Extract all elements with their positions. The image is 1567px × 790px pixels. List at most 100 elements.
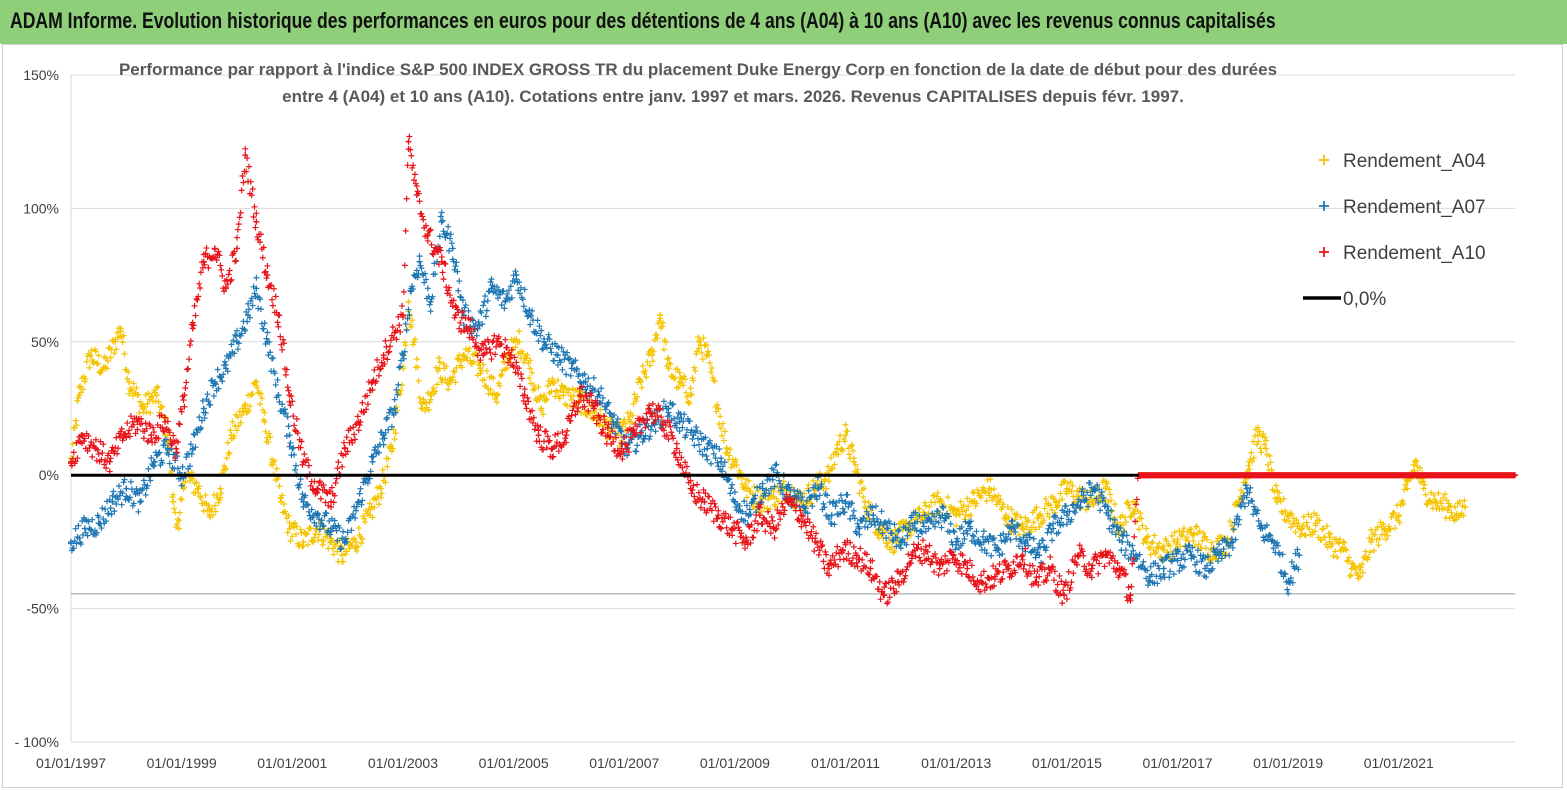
data-point [997, 496, 1004, 503]
data-point [115, 325, 122, 332]
data-point [835, 451, 842, 458]
data-point [1308, 513, 1315, 520]
data-point [534, 317, 541, 324]
scatter-chart: 150%100%50%0%-50%- 100% 01/01/1997 01/01/… [15, 60, 1518, 771]
data-point [285, 423, 292, 430]
data-point [741, 486, 748, 493]
data-point [535, 384, 542, 391]
data-point [1370, 547, 1377, 554]
data-point [1059, 496, 1066, 503]
data-point [376, 483, 383, 490]
data-point [191, 302, 198, 309]
data-point [114, 329, 121, 336]
data-point [265, 439, 272, 446]
data-point [384, 414, 391, 421]
data-point [123, 485, 130, 492]
data-point [76, 535, 83, 542]
data-point [516, 328, 523, 335]
data-point [447, 231, 454, 238]
data-point [478, 367, 485, 374]
data-point [1327, 530, 1334, 537]
data-point [385, 426, 392, 433]
data-point [359, 497, 366, 504]
data-point [829, 465, 836, 472]
data-point [867, 565, 874, 572]
data-point [602, 406, 609, 413]
data-point [266, 430, 273, 437]
data-point [235, 422, 242, 429]
data-point [681, 373, 688, 380]
data-point [825, 478, 832, 485]
data-point [487, 349, 494, 356]
data-point [97, 370, 104, 377]
x-tick-label: 01/01/2001 [257, 755, 327, 771]
data-point [519, 350, 526, 357]
data-point [290, 444, 297, 451]
data-point [281, 500, 288, 507]
data-point [155, 399, 162, 406]
data-point [659, 319, 666, 326]
data-point [1462, 504, 1469, 511]
data-point [1332, 548, 1339, 555]
data-point [1375, 542, 1382, 549]
data-point [285, 387, 292, 394]
data-point [192, 444, 199, 451]
data-point [1388, 514, 1395, 521]
data-point [186, 463, 193, 470]
data-point [1202, 565, 1209, 572]
data-point [70, 449, 77, 456]
data-point [745, 522, 752, 529]
data-point [286, 519, 293, 526]
data-point [304, 501, 311, 508]
data-point [501, 305, 508, 312]
data-point [833, 549, 840, 556]
data-point [322, 499, 329, 506]
data-point [421, 279, 428, 286]
data-point [496, 382, 503, 389]
data-point [987, 476, 994, 483]
data-point [401, 339, 408, 346]
data-point [423, 400, 430, 407]
data-point [1000, 501, 1007, 508]
data-point [844, 491, 851, 498]
data-point [633, 448, 640, 455]
data-point [205, 264, 212, 271]
data-point [825, 463, 832, 470]
data-point [338, 545, 345, 552]
data-point [527, 357, 534, 364]
data-point [555, 448, 562, 455]
data-point [175, 517, 182, 524]
data-point [426, 301, 433, 308]
data-point [409, 317, 416, 324]
data-point [1028, 524, 1035, 531]
data-point [957, 498, 964, 505]
data-point [1320, 525, 1327, 532]
data-point [1070, 570, 1077, 577]
data-point [355, 525, 362, 532]
data-point [828, 512, 835, 519]
data-point [289, 533, 296, 540]
data-point [387, 406, 394, 413]
data-point [367, 506, 374, 513]
data-point [574, 365, 581, 372]
data-point [565, 386, 572, 393]
data-point [264, 329, 271, 336]
data-point [1067, 479, 1074, 486]
data-point [439, 269, 446, 276]
data-point [127, 478, 134, 485]
data-point [1149, 539, 1156, 546]
legend-label: Rendement_A10 [1343, 243, 1486, 264]
data-point [342, 535, 349, 542]
data-point [538, 407, 545, 414]
data-point [759, 495, 766, 502]
header-banner: ADAM Informe. Evolution historique des p… [0, 0, 1567, 44]
data-point [477, 370, 484, 377]
data-point [1323, 523, 1330, 530]
data-point [1106, 486, 1113, 493]
data-point [559, 366, 566, 373]
data-point [418, 265, 425, 272]
data-point [690, 377, 697, 384]
data-point [1049, 537, 1056, 544]
data-point [1097, 507, 1104, 514]
data-point [1020, 526, 1027, 533]
